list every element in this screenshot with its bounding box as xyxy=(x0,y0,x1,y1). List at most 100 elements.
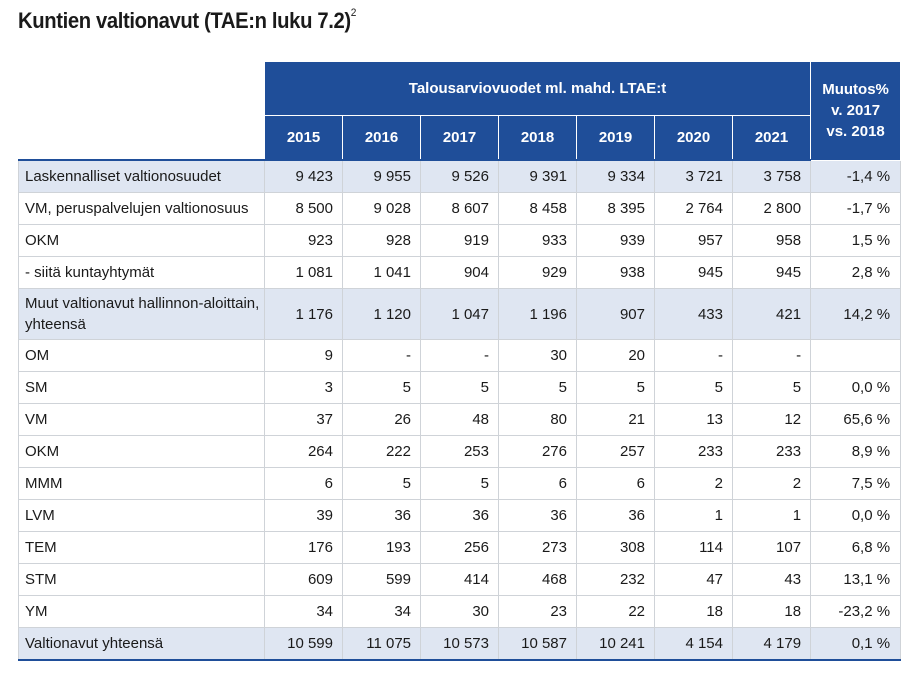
value-cell: 468 xyxy=(498,563,577,596)
value-cell: 6 xyxy=(264,467,343,500)
value-cell: 308 xyxy=(576,531,655,564)
value-cell: 1 xyxy=(731,499,812,532)
value-cell: 1 176 xyxy=(264,288,343,340)
value-cell: 5 xyxy=(731,371,812,404)
title-footnote-marker: 2 xyxy=(350,6,357,19)
table-row: - siitä kuntayhtymät 1 081 1 041 904 929 938 9… xyxy=(18,256,902,289)
value-cell: 9 028 xyxy=(342,192,421,225)
row-label: VM xyxy=(18,403,265,436)
value-cell: 1 120 xyxy=(342,288,421,340)
value-cell: 3 xyxy=(264,371,343,404)
row-label: - siitä kuntayhtymät xyxy=(18,256,265,289)
value-cell: 36 xyxy=(342,499,421,532)
table-row: OKM 923 928 919 933 939 957 958 1,5 % xyxy=(18,224,902,257)
header-year: 2020 xyxy=(654,115,733,161)
value-cell: 11 075 xyxy=(342,627,421,661)
value-cell: 414 xyxy=(420,563,499,596)
table-body: Laskennalliset valtionosuudet 9 423 9 955 9… xyxy=(18,159,902,661)
value-cell: 193 xyxy=(342,531,421,564)
header-year: 2019 xyxy=(576,115,655,161)
value-cell: 945 xyxy=(731,256,812,289)
row-label: YM xyxy=(18,595,265,628)
header-year: 2018 xyxy=(498,115,577,161)
change-cell xyxy=(810,339,902,372)
row-label: LVM xyxy=(18,499,265,532)
value-cell: 10 241 xyxy=(576,627,655,661)
header-corner xyxy=(18,61,265,161)
header-change: Muutos% v. 2017 vs. 2018 xyxy=(810,61,902,161)
change-cell: 14,2 % xyxy=(810,288,902,340)
value-cell: 9 955 xyxy=(342,159,421,193)
value-cell: 609 xyxy=(264,563,343,596)
change-cell: 0,1 % xyxy=(810,627,902,661)
value-cell: 36 xyxy=(420,499,499,532)
table-row: Laskennalliset valtionosuudet 9 423 9 955 9… xyxy=(18,159,902,193)
value-cell: 276 xyxy=(498,435,577,468)
value-cell: 9 526 xyxy=(420,159,499,193)
value-cell: 34 xyxy=(342,595,421,628)
value-cell: 233 xyxy=(731,435,812,468)
row-label: VM, peruspalvelujen valtionosuus xyxy=(18,192,265,225)
value-cell: 5 xyxy=(576,371,655,404)
change-cell: 7,5 % xyxy=(810,467,902,500)
value-cell: 5 xyxy=(420,371,499,404)
value-cell: 48 xyxy=(420,403,499,436)
value-cell: 273 xyxy=(498,531,577,564)
value-cell: 4 154 xyxy=(654,627,733,661)
value-cell: 47 xyxy=(654,563,733,596)
row-label: OKM xyxy=(18,435,265,468)
value-cell: 928 xyxy=(342,224,421,257)
header-year: 2016 xyxy=(342,115,421,161)
value-cell: 8 500 xyxy=(264,192,343,225)
value-cell: 5 xyxy=(420,467,499,500)
row-label: TEM xyxy=(18,531,265,564)
change-cell: 6,8 % xyxy=(810,531,902,564)
value-cell: 2 764 xyxy=(654,192,733,225)
value-cell: 2 xyxy=(731,467,812,500)
value-cell: 5 xyxy=(654,371,733,404)
value-cell: 904 xyxy=(420,256,499,289)
value-cell: 919 xyxy=(420,224,499,257)
header-year: 2021 xyxy=(731,115,812,161)
value-cell: 22 xyxy=(576,595,655,628)
value-cell: 938 xyxy=(576,256,655,289)
value-cell: 37 xyxy=(264,403,343,436)
value-cell: 4 179 xyxy=(731,627,812,661)
value-cell: 1 041 xyxy=(342,256,421,289)
value-cell: 6 xyxy=(498,467,577,500)
value-cell: 222 xyxy=(342,435,421,468)
header-year: 2015 xyxy=(264,115,343,161)
value-cell: - xyxy=(420,339,499,372)
change-cell: 0,0 % xyxy=(810,499,902,532)
value-cell: 907 xyxy=(576,288,655,340)
value-cell: 30 xyxy=(498,339,577,372)
value-cell: 23 xyxy=(498,595,577,628)
value-cell: 939 xyxy=(576,224,655,257)
value-cell: 421 xyxy=(731,288,812,340)
value-cell: 9 391 xyxy=(498,159,577,193)
value-cell: 1 047 xyxy=(420,288,499,340)
value-cell: 39 xyxy=(264,499,343,532)
value-cell: 923 xyxy=(264,224,343,257)
table-row: TEM 176 193 256 273 308 114 107 6,8 % xyxy=(18,531,902,564)
table-row: STM 609 599 414 468 232 47 43 13,1 % xyxy=(18,563,902,596)
value-cell: 232 xyxy=(576,563,655,596)
value-cell: 36 xyxy=(498,499,577,532)
table-row: OKM 264 222 253 276 257 233 233 8,9 % xyxy=(18,435,902,468)
value-cell: 30 xyxy=(420,595,499,628)
value-cell: 5 xyxy=(498,371,577,404)
value-cell: 114 xyxy=(654,531,733,564)
value-cell: 6 xyxy=(576,467,655,500)
row-label: OM xyxy=(18,339,265,372)
table-row: Muut valtionavut hallinnon-aloittain, yh… xyxy=(18,288,902,340)
value-cell: 21 xyxy=(576,403,655,436)
value-cell: 253 xyxy=(420,435,499,468)
change-cell: 13,1 % xyxy=(810,563,902,596)
value-cell: 43 xyxy=(731,563,812,596)
row-label: STM xyxy=(18,563,265,596)
value-cell: 3 721 xyxy=(654,159,733,193)
value-cell: 176 xyxy=(264,531,343,564)
table-row: YM 34 34 30 23 22 18 18 -23,2 % xyxy=(18,595,902,628)
header-group-label: Talousarviovuodet ml. mahd. LTAE:t xyxy=(263,61,812,116)
value-cell: 34 xyxy=(264,595,343,628)
